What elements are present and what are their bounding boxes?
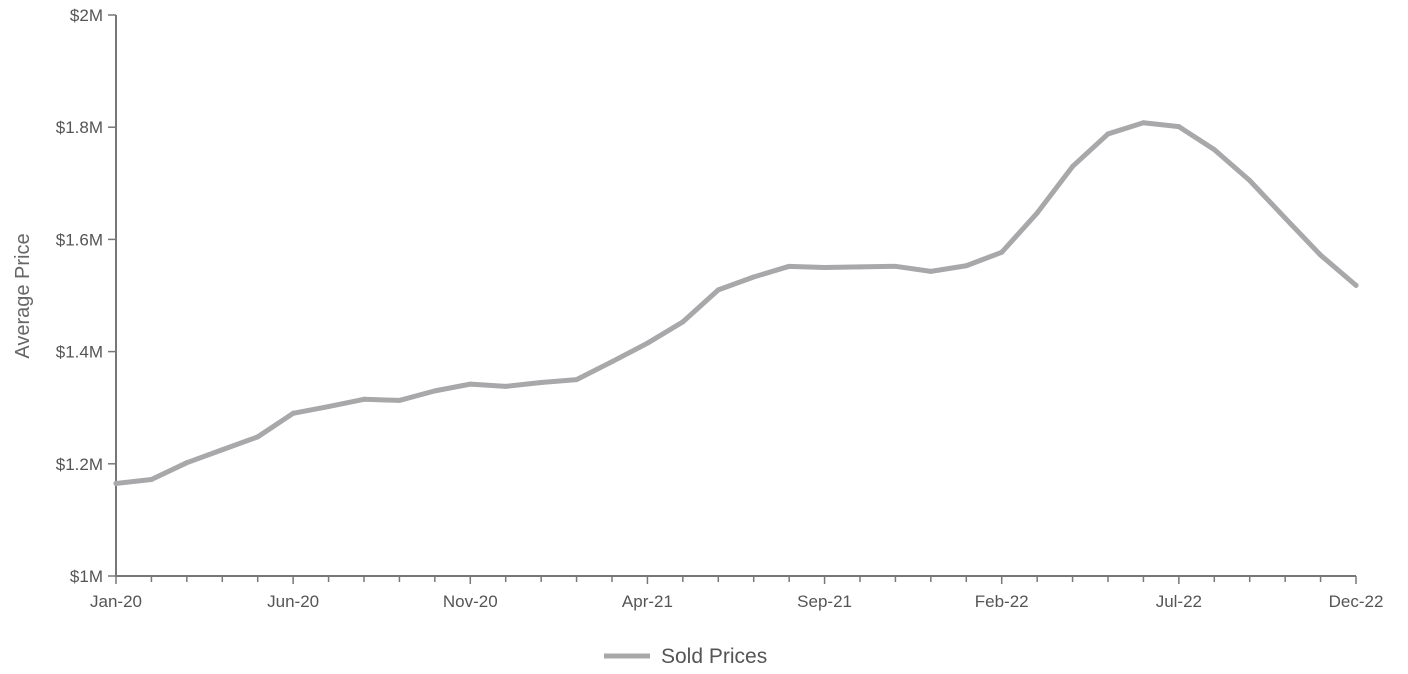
data-point <box>1318 252 1324 258</box>
data-point <box>751 274 757 280</box>
x-tick-label: Dec-22 <box>1329 592 1384 611</box>
x-tick-label: Apr-21 <box>622 592 673 611</box>
x-tick-label: Jun-20 <box>267 592 319 611</box>
x-axis: Jan-20 Jun-20 Nov-20 Apr-21 Sep-21 Feb-22 Jul-… <box>90 575 1384 611</box>
y-tick-label: $1.6M <box>56 230 103 249</box>
y-axis: $1M $1.2M $1.4M $1.6M $1.8M $2M <box>56 6 117 586</box>
data-point <box>326 404 332 410</box>
y-tick-label: $1.4M <box>56 343 103 362</box>
data-point <box>1247 177 1253 183</box>
data-point <box>1070 163 1076 169</box>
data-point <box>928 268 934 274</box>
data-point <box>113 480 119 486</box>
x-tick-label: Nov-20 <box>443 592 498 611</box>
data-point <box>1105 131 1111 137</box>
series-line-sold-prices <box>113 120 1359 486</box>
data-point <box>184 460 190 466</box>
data-point <box>822 264 828 270</box>
y-tick-label: $1.8M <box>56 118 103 137</box>
data-point <box>361 396 367 402</box>
data-point <box>467 381 473 387</box>
data-point <box>609 359 615 365</box>
data-point <box>1034 210 1040 216</box>
data-point <box>963 263 969 269</box>
legend: Sold Prices <box>604 645 767 668</box>
data-point <box>857 264 863 270</box>
data-point <box>1353 282 1359 288</box>
series-layer <box>113 120 1359 486</box>
x-tick-label: Jul-22 <box>1156 592 1202 611</box>
y-tick-label: $2M <box>70 6 103 25</box>
data-point <box>1211 147 1217 153</box>
data-point <box>715 287 721 293</box>
data-point <box>999 249 1005 255</box>
data-point <box>148 477 154 483</box>
legend-label-sold-prices: Sold Prices <box>661 645 767 668</box>
data-point <box>432 388 438 394</box>
data-point <box>1176 124 1182 130</box>
x-tick-label: Jan-20 <box>90 592 142 611</box>
y-tick-label: $1.2M <box>56 455 103 474</box>
data-point <box>680 319 686 325</box>
data-point <box>290 410 296 416</box>
data-point <box>503 383 509 389</box>
data-point <box>786 263 792 269</box>
data-point <box>644 340 650 346</box>
data-point <box>1282 215 1288 221</box>
data-point <box>396 397 402 403</box>
data-point <box>219 447 225 453</box>
x-tick-label: Sep-21 <box>797 592 852 611</box>
y-axis-title: Average Price <box>12 233 34 358</box>
data-point <box>1140 120 1146 126</box>
y-tick-label: $1M <box>70 567 103 586</box>
data-point <box>538 379 544 385</box>
data-point <box>574 377 580 383</box>
data-point <box>255 434 261 440</box>
x-tick-label: Feb-22 <box>975 592 1029 611</box>
data-point <box>892 263 898 269</box>
